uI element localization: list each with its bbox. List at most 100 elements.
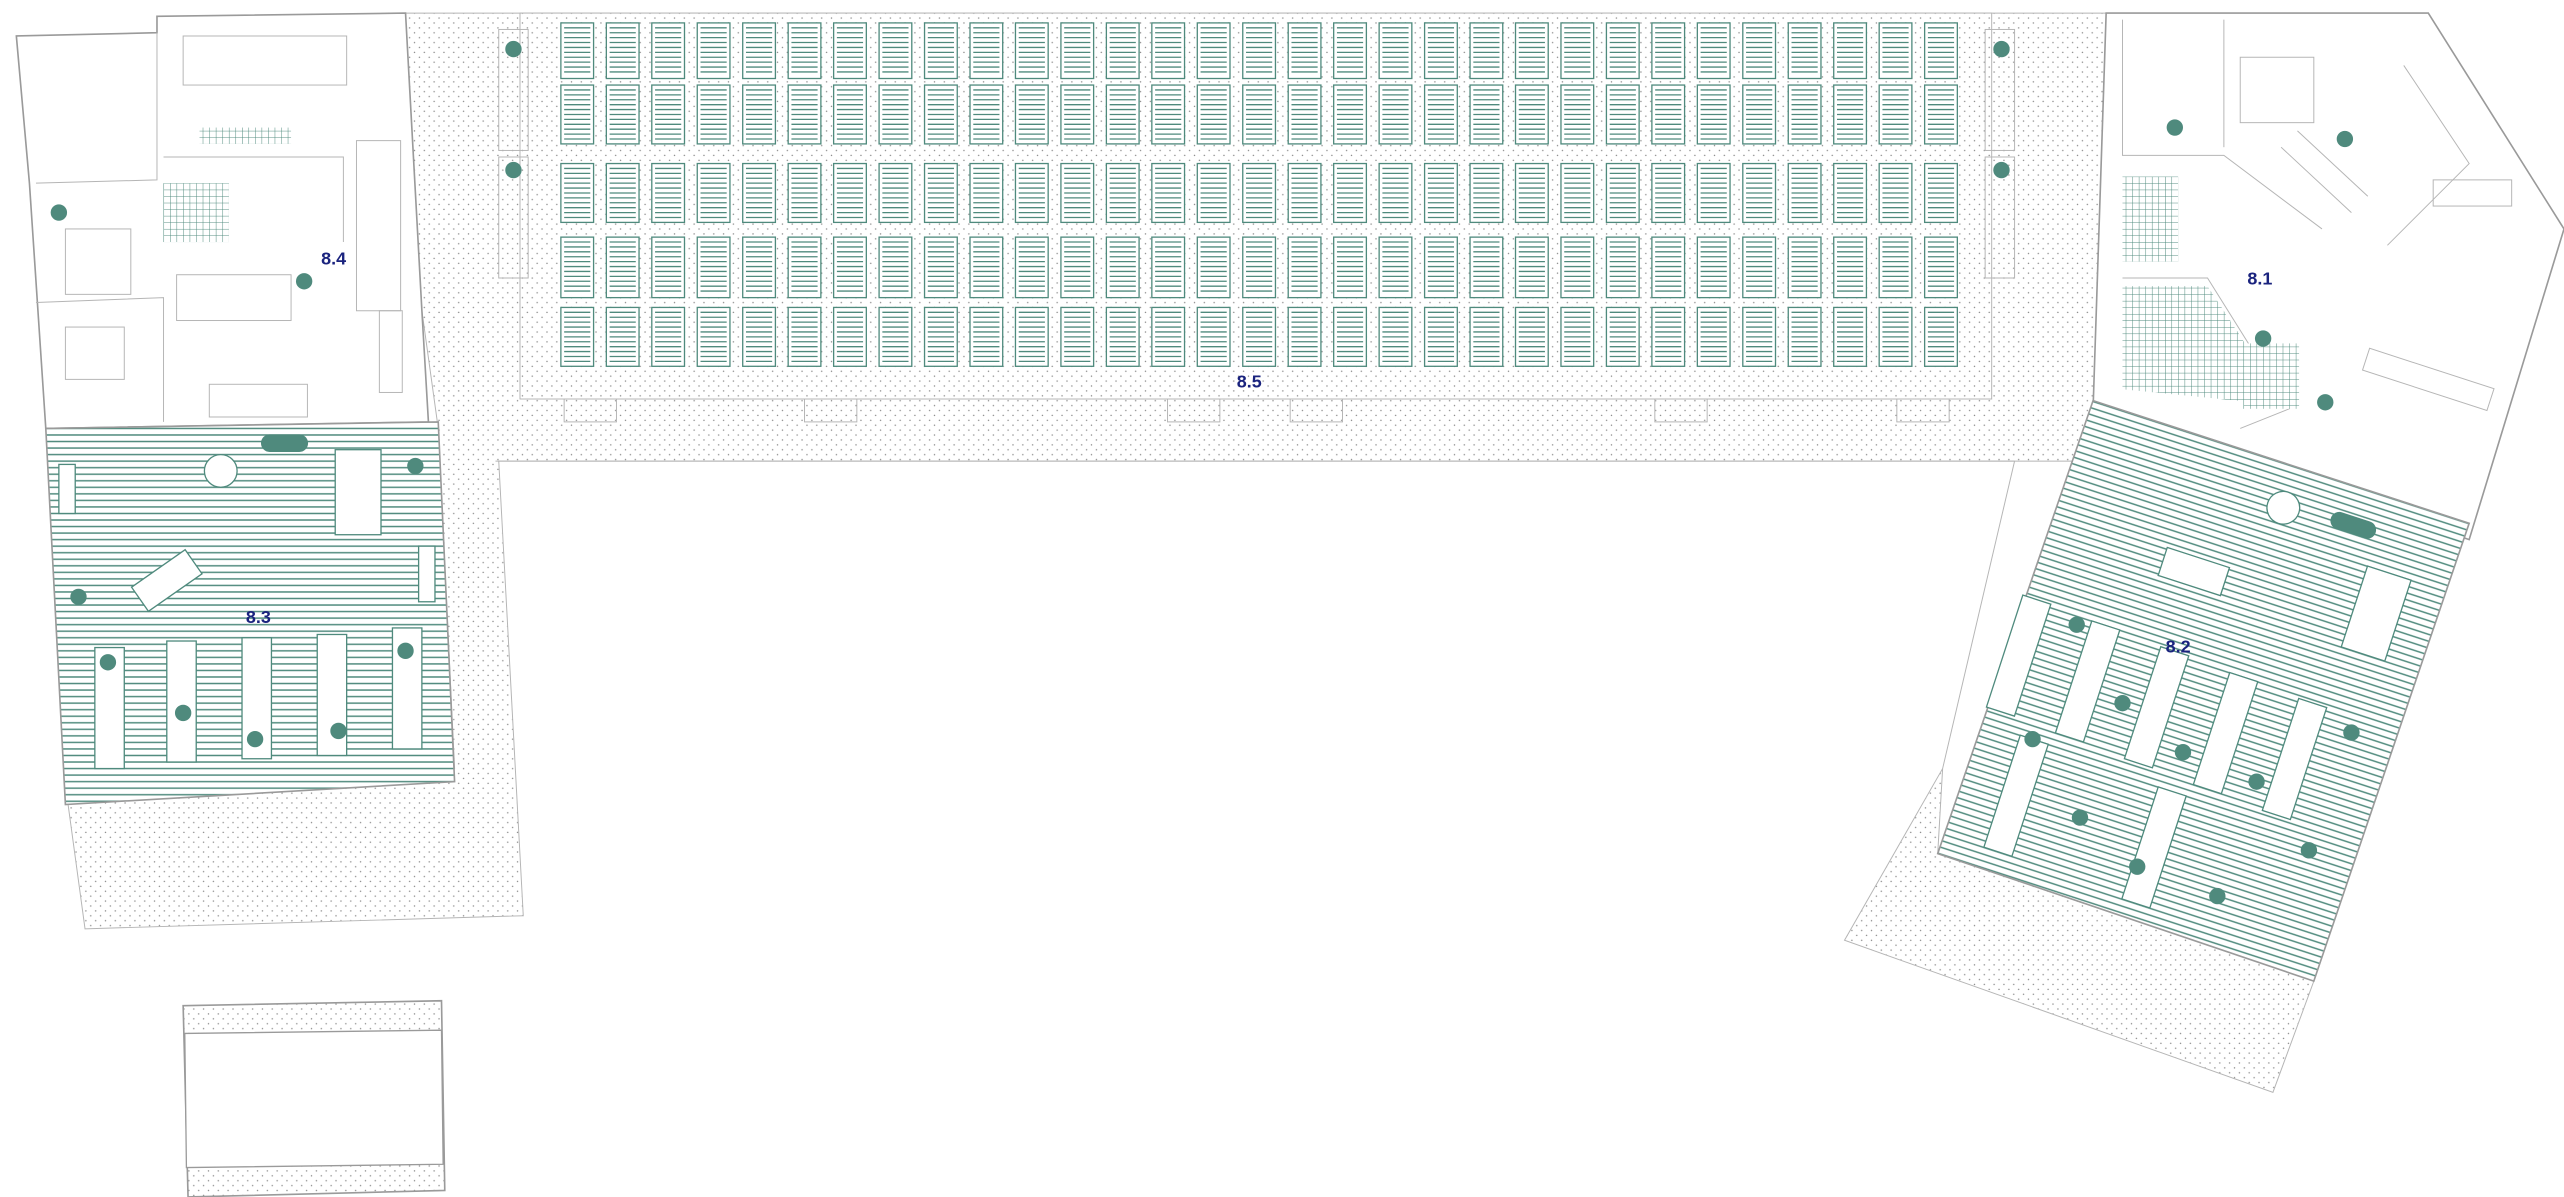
plant: [2301, 842, 2317, 858]
solar-panel: [1425, 23, 1458, 79]
plant: [70, 589, 86, 605]
solar-panel: [1516, 23, 1549, 79]
plant: [2209, 888, 2225, 904]
plant: [2069, 616, 2085, 632]
solar-panel: [879, 237, 912, 298]
solar-panels: [561, 23, 1957, 366]
solar-panel: [606, 237, 639, 298]
solar-panel: [1788, 237, 1821, 298]
plant: [2129, 858, 2145, 874]
solar-panel: [1197, 23, 1230, 79]
solar-panel: [970, 23, 1003, 79]
solar-panel: [1243, 237, 1276, 298]
solar-panel: [1425, 237, 1458, 298]
plant: [2072, 809, 2088, 825]
solar-panel: [1879, 237, 1912, 298]
solar-panel: [1015, 237, 1048, 298]
floor-plan: 8.4 8.5 8.1 8.3 8.2: [0, 0, 2564, 1197]
plant: [2317, 394, 2333, 410]
area-label: 8.4: [321, 249, 346, 269]
solar-panel: [788, 237, 821, 298]
tile: [2122, 177, 2178, 262]
plant: [51, 204, 67, 220]
plant: [296, 273, 312, 289]
solar-panel: [834, 237, 867, 298]
plant: [505, 162, 521, 178]
solar-panel: [925, 237, 958, 298]
solar-panel: [1834, 23, 1867, 79]
plant: [2175, 744, 2191, 760]
solar-panel: [925, 23, 958, 79]
plant: [397, 643, 413, 659]
solar-panel: [652, 237, 685, 298]
solar-panel: [1470, 237, 1503, 298]
plant: [2114, 695, 2130, 711]
plant: [1993, 41, 2009, 57]
area-label: 8.5: [1237, 371, 1262, 391]
solar-panel: [1925, 237, 1958, 298]
solar-panel: [1697, 237, 1730, 298]
shed-inner: [185, 1030, 443, 1167]
solar-panel: [1606, 23, 1639, 79]
plant: [2024, 731, 2040, 747]
solar-panel: [1879, 23, 1912, 79]
solar-panel: [1470, 23, 1503, 79]
solar-panel: [1106, 23, 1139, 79]
solar-panel: [1015, 23, 1048, 79]
solar-panel: [1288, 237, 1321, 298]
plant: [2337, 131, 2353, 147]
area-label: 8.1: [2247, 268, 2272, 288]
solar-panel: [970, 237, 1003, 298]
solar-panel: [1606, 237, 1639, 298]
solar-panel: [1243, 23, 1276, 79]
plant: [100, 654, 116, 670]
plant: [1993, 162, 2009, 178]
area-label: 8.3: [246, 607, 271, 627]
solar-panel: [788, 23, 821, 79]
solar-panel: [1652, 237, 1685, 298]
solar-panel: [1061, 237, 1094, 298]
solar-panel: [697, 237, 730, 298]
solar-panel: [1834, 237, 1867, 298]
solar-panel: [1697, 23, 1730, 79]
solar-panel: [1152, 23, 1185, 79]
solar-panel: [1288, 23, 1321, 79]
solar-panel: [697, 23, 730, 79]
solar-panel: [606, 23, 639, 79]
plant: [247, 731, 263, 747]
solar-panel: [1788, 23, 1821, 79]
plant: [2167, 119, 2183, 135]
solar-panel: [561, 237, 594, 298]
solar-panel: [561, 23, 594, 79]
solar-panel: [1743, 23, 1776, 79]
solar-panel: [1334, 23, 1367, 79]
plant: [2255, 330, 2271, 346]
solar-panel: [1516, 237, 1549, 298]
plant: [330, 723, 346, 739]
solar-panel: [879, 23, 912, 79]
solar-panel: [1652, 23, 1685, 79]
area-label: 8.2: [2166, 636, 2191, 656]
solar-panel: [1925, 23, 1958, 79]
plant: [2343, 724, 2359, 740]
solar-panel: [1561, 237, 1594, 298]
solar-panel: [1743, 237, 1776, 298]
solar-panel: [1061, 23, 1094, 79]
solar-panel: [1197, 237, 1230, 298]
solar-panel: [1334, 237, 1367, 298]
solar-panel: [1152, 237, 1185, 298]
solar-panel: [743, 23, 776, 79]
solar-panel: [1379, 237, 1412, 298]
plant: [407, 458, 423, 474]
plant: [175, 705, 191, 721]
solar-panel: [1106, 237, 1139, 298]
solar-panel: [743, 237, 776, 298]
plant: [2248, 773, 2264, 789]
solar-panel: [1561, 23, 1594, 79]
solar-panel: [834, 23, 867, 79]
rug: [199, 128, 291, 144]
tile: [2244, 343, 2300, 408]
tile: [164, 183, 229, 242]
solar-panel: [652, 23, 685, 79]
solar-panel: [1379, 23, 1412, 79]
